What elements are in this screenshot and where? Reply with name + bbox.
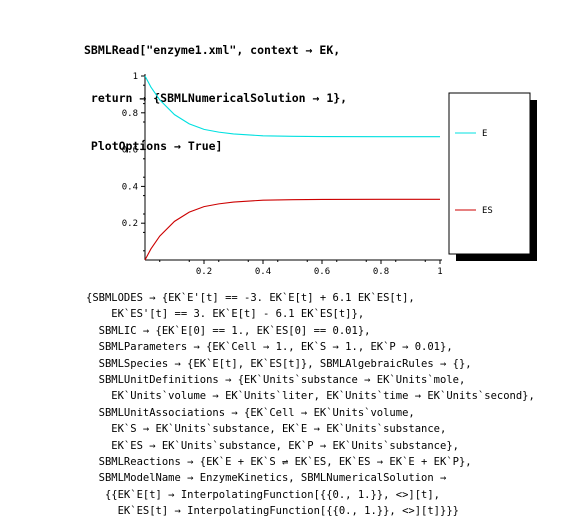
y-tick-label: 0.2 <box>122 219 138 229</box>
input-line: return → {SBMLNumericalSolution → 1}, <box>84 91 348 105</box>
x-tick-label: 0.2 <box>196 267 212 277</box>
output-line: SBMLIC → {EK`E[0] == 1., EK`ES[0] == 0.0… <box>86 324 371 337</box>
output-line: {SBMLODES → {EK`E'[t] == -3. EK`E[t] + 6… <box>86 292 415 304</box>
output-line: EK`S → EK`Units`substance, EK`E → EK`Uni… <box>86 423 447 436</box>
output-line: EK`ES[t] → InterpolatingFunction[{{0., 1… <box>86 505 459 518</box>
output-line: SBMLModelName → EnzymeKinetics, SBMLNume… <box>86 472 447 485</box>
input-line: SBMLRead["enzyme1.xml", context → EK, <box>84 43 341 57</box>
series-line-es <box>144 198 440 261</box>
output-line: SBMLParameters → {EK`Cell → 1., EK`S → 1… <box>86 341 453 354</box>
output-line: EK`ES'[t] == 3. EK`E[t] - 6.1 EK`ES[t]}, <box>86 308 365 321</box>
plot-legend: E ES <box>448 92 537 261</box>
y-tick-label: 0.6 <box>122 146 138 156</box>
solution-plot: 0.2 0.4 0.6 0.8 1 0.2 0.4 0.6 0.8 1 E ES <box>122 72 537 277</box>
plot-axes: 0.2 0.4 0.6 0.8 1 0.2 0.4 0.6 0.8 1 <box>122 72 443 277</box>
x-tick-label: 1 <box>437 267 442 277</box>
plot-series <box>144 75 440 261</box>
x-tick-label: 0.4 <box>255 267 271 277</box>
legend-label-e: E <box>482 129 487 139</box>
series-line-e <box>144 75 440 138</box>
legend-box <box>448 92 531 255</box>
output-line: SBMLReactions → {EK`E + EK`S ⇌ EK`ES, EK… <box>86 456 472 469</box>
output-line: {{EK`E[t] → InterpolatingFunction[{{0., … <box>86 488 441 501</box>
output-line: EK`ES → EK`Units`substance, EK`P → EK`Un… <box>86 439 459 452</box>
y-tick-label: 0.4 <box>122 182 138 192</box>
output-line: SBMLSpecies → {EK`E[t], EK`ES[t]}, SBMLA… <box>86 357 472 370</box>
output-line: EK`Units`volume → EK`Units`liter, EK`Uni… <box>86 390 535 403</box>
input-line: PlotOptions → True] <box>84 139 223 153</box>
output-line: SBMLUnitAssociations → {EK`Cell → EK`Uni… <box>86 406 415 419</box>
input-cell[interactable]: SBMLRead["enzyme1.xml", context → EK, re… <box>84 10 347 170</box>
x-tick-label: 0.6 <box>314 267 330 277</box>
output-cell[interactable]: {SBMLODES → {EK`E'[t] == -3. EK`E[t] + 6… <box>86 290 535 520</box>
output-line: SBMLUnitDefinitions → {EK`Units`substanc… <box>86 374 466 387</box>
y-tick-label: 1 <box>133 72 138 82</box>
legend-label-es: ES <box>482 206 493 216</box>
y-tick-label: 0.8 <box>122 109 138 119</box>
x-tick-label: 0.8 <box>373 267 389 277</box>
